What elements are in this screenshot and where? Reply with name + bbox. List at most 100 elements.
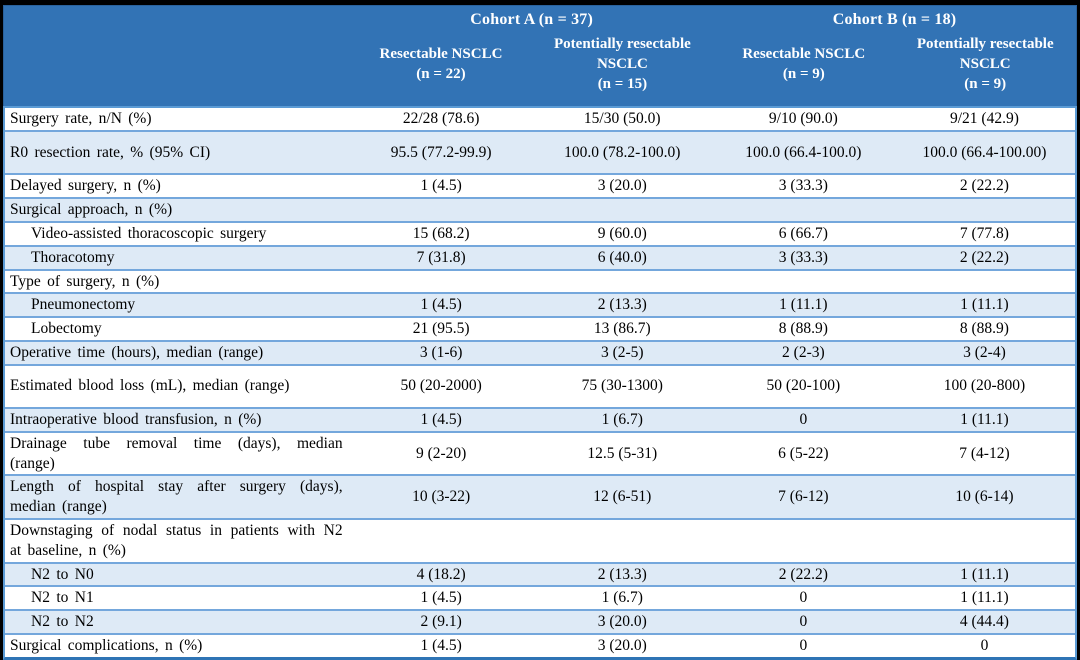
value-cell: 100 (20-800) <box>943 377 1026 395</box>
value-cell: 0 <box>799 589 808 607</box>
value-cell: 9/10 (90.0) <box>768 110 838 128</box>
row-label: Thoracotomy <box>31 248 115 266</box>
value-cell: 3 (33.3) <box>778 177 828 195</box>
table-row: N2 to N1 1 (4.5) 1 (6.7) 0 1 (11.1) <box>5 587 1075 612</box>
value-cell: 0 <box>799 613 808 631</box>
value-cell: 100.0 (78.2-100.0) <box>564 143 681 161</box>
table-row: Intraoperative blood transfusion, n (%) 1… <box>5 408 1075 433</box>
row-label: Pneumonectomy <box>31 296 136 314</box>
value-cell: 1 (11.1) <box>960 589 1009 607</box>
value-cell: 1 (4.5) <box>420 410 462 428</box>
value-cell: 8 (88.9) <box>959 320 1009 338</box>
cohort-header-row: Cohort A (n = 37) Cohort B (n = 18) <box>4 6 1076 29</box>
value-cell: 6 (66.7) <box>778 224 828 242</box>
value-cell: 10 (3-22) <box>412 488 471 506</box>
value-cell: 1 (4.5) <box>420 296 462 314</box>
value-cell: 2 (13.3) <box>597 565 647 583</box>
row-label: Downstaging of nodal status in patients … <box>10 521 343 559</box>
value-cell: 4 (18.2) <box>416 565 466 583</box>
table-body: Surgery rate, n/N (%) 22/28 (78.6) 15/30 (… <box>3 106 1077 660</box>
table-header: Cohort A (n = 37) Cohort B (n = 18) Rese… <box>3 5 1077 107</box>
table-row: N2 to N2 2 (9.1) 3 (20.0) 0 4 (44.4) <box>5 611 1075 636</box>
value-cell: 1 (11.1) <box>960 296 1009 314</box>
value-cell: 0 <box>799 637 808 655</box>
value-cell: 1 (4.5) <box>420 637 462 655</box>
value-cell: 7 (77.8) <box>959 224 1009 242</box>
row-label: N2 to N2 <box>31 613 94 631</box>
value-cell: 3 (20.0) <box>597 177 647 195</box>
value-cell: 7 (31.8) <box>416 248 466 266</box>
value-cell: 3 (2-4) <box>963 343 1006 361</box>
value-cell: 7 (4-12) <box>959 444 1010 462</box>
subgroup-header-row: Resectable NSCLC (n = 22) Potentially res… <box>4 29 1076 106</box>
value-cell: 95.5 (77.2-99.9) <box>390 143 492 161</box>
value-cell: 4 (44.4) <box>959 613 1009 631</box>
value-cell: 15/30 (50.0) <box>583 110 661 128</box>
table-row: Video-assisted thoracoscopic surgery 15 (… <box>5 223 1075 247</box>
value-cell: 6 (5-22) <box>778 444 829 462</box>
value-cell: 1 (4.5) <box>420 177 462 195</box>
row-label: Length of hospital stay after surgery (d… <box>10 478 343 516</box>
value-cell: 1 (11.1) <box>779 296 828 314</box>
cohort-b-header: Cohort B (n = 18) <box>832 11 957 28</box>
row-label: Surgical approach, n (%) <box>10 201 173 219</box>
value-cell: 12.5 (5-31) <box>587 444 658 462</box>
value-cell: 1 (4.5) <box>420 589 462 607</box>
table-row: Delayed surgery, n (%) 1 (4.5) 3 (20.0) 3 (… <box>5 175 1075 200</box>
value-cell: 9 (2-20) <box>415 444 467 462</box>
value-cell: 100.0 (66.4-100.00) <box>922 143 1047 161</box>
table-row: Operative time (hours), median (range) 3 … <box>5 342 1075 366</box>
table-row: Downstaging of nodal status in patients … <box>5 520 1075 564</box>
value-cell: 3 (2-5) <box>600 343 644 361</box>
row-label: Surgical complications, n (%) <box>10 637 203 655</box>
value-cell: 1 (6.7) <box>601 410 643 428</box>
col-header-cohort-b-resectable: Resectable NSCLC (n = 9) <box>742 45 866 82</box>
value-cell: 9/21 (42.9) <box>949 110 1019 128</box>
value-cell: 2 (22.2) <box>959 177 1009 195</box>
value-cell: 2 (22.2) <box>959 248 1009 266</box>
value-cell: 2 (22.2) <box>778 565 828 583</box>
value-cell: 7 (6-12) <box>778 488 829 506</box>
value-cell: 13 (86.7) <box>593 320 651 338</box>
row-label: Type of surgery, n (%) <box>10 272 160 290</box>
value-cell: 9 (60.0) <box>597 224 647 242</box>
value-cell: 1 (6.7) <box>601 589 643 607</box>
value-cell: 15 (68.2) <box>412 224 470 242</box>
value-cell: 3 (20.0) <box>597 613 647 631</box>
col-header-cohort-b-potentially-resectable: Potentially resectable NSCLC (n = 9) <box>916 36 1054 92</box>
value-cell: 1 (11.1) <box>960 410 1009 428</box>
table-row: Thoracotomy 7 (31.8) 6 (40.0) 3 (33.3) 2 (22… <box>5 246 1075 271</box>
value-cell: 2 (2-3) <box>782 343 825 361</box>
table-row: Type of surgery, n (%) <box>5 271 1075 295</box>
value-cell: 0 <box>980 637 989 655</box>
row-label: Intraoperative blood transfusion, n (%) <box>10 410 262 428</box>
value-cell: 22/28 (78.6) <box>402 110 480 128</box>
table-row: Drainage tube removal time (days), media… <box>5 433 1075 477</box>
row-label: Operative time (hours), median (range) <box>10 344 264 362</box>
table-row: Estimated blood loss (mL), median (range… <box>5 366 1075 409</box>
value-cell: 10 (6-14) <box>955 488 1014 506</box>
value-cell: 3 (33.3) <box>778 248 828 266</box>
value-cell: 3 (20.0) <box>597 637 647 655</box>
row-label: N2 to N1 <box>31 589 94 607</box>
value-cell: 12 (6-51) <box>593 488 652 506</box>
value-cell: 2 (13.3) <box>597 296 647 314</box>
table-row: Length of hospital stay after surgery (d… <box>5 476 1075 520</box>
value-cell: 1 (11.1) <box>960 565 1009 583</box>
table-row: Surgical complications, n (%) 1 (4.5) 3 (2… <box>5 635 1075 657</box>
outcomes-table: Cohort A (n = 37) Cohort B (n = 18) Rese… <box>3 5 1077 660</box>
value-cell: 21 (95.5) <box>412 320 470 338</box>
cohort-a-header: Cohort A (n = 37) <box>470 11 594 28</box>
table-row: Surgical approach, n (%) <box>5 199 1075 223</box>
row-label: Video-assisted thoracoscopic surgery <box>31 224 267 242</box>
row-label: Estimated blood loss (mL), median (range… <box>10 377 290 395</box>
col-header-cohort-a-potentially-resectable: Potentially resectable NSCLC (n = 15) <box>554 36 691 92</box>
row-label: Lobectomy <box>31 320 102 338</box>
value-cell: 75 (30-1300) <box>581 377 663 395</box>
value-cell: 50 (20-2000) <box>400 377 482 395</box>
value-cell: 6 (40.0) <box>597 248 647 266</box>
table-row: Lobectomy 21 (95.5) 13 (86.7) 8 (88.9) 8 (88… <box>5 318 1075 343</box>
value-cell: 50 (20-100) <box>766 377 841 395</box>
value-cell: 2 (9.1) <box>420 613 462 631</box>
value-cell: 3 (1-6) <box>419 343 463 361</box>
